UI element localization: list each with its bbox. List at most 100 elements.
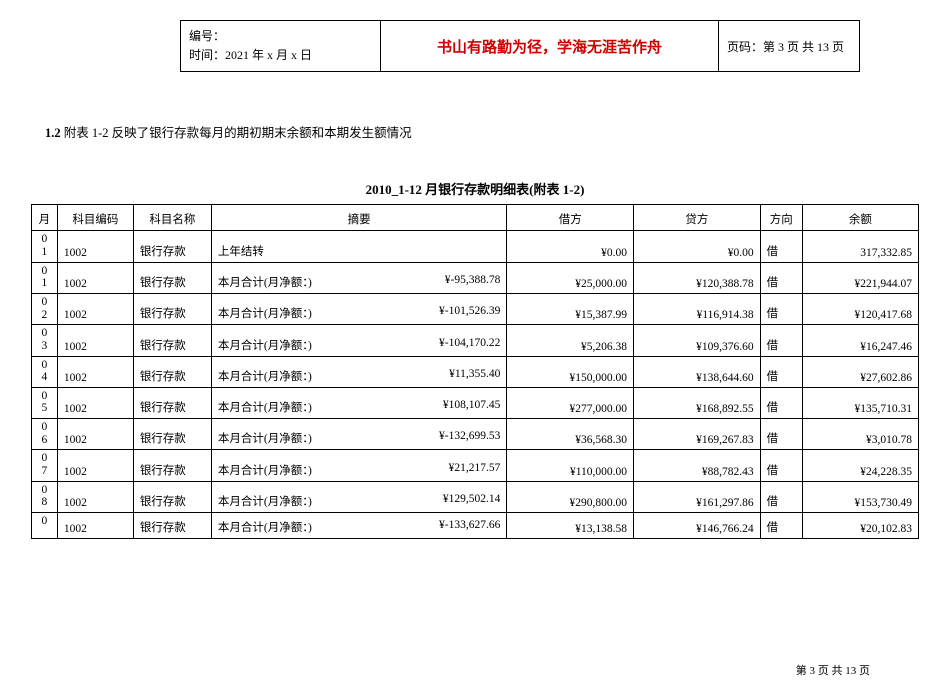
cell-code: 1002	[57, 387, 133, 418]
cell-code: 1002	[57, 512, 133, 538]
table-row: 021002银行存款本月合计(月净额：)¥-101,526.39¥15,387.…	[32, 293, 919, 324]
cell-direction: 借	[760, 387, 802, 418]
cell-summary: 本月合计(月净额：)¥-101,526.39	[211, 293, 506, 324]
section-text: 附表 1-2 反映了银行存款每月的期初期末余额和本期发生额情况	[64, 126, 412, 140]
col-header-code: 科目编码	[57, 205, 133, 231]
col-header-name: 科目名称	[133, 205, 211, 231]
section-prefix: 1.2	[45, 126, 61, 140]
cell-debit: ¥13,138.58	[507, 512, 634, 538]
cell-name: 银行存款	[133, 356, 211, 387]
cell-balance: ¥24,228.35	[802, 450, 918, 481]
cell-debit: ¥15,387.99	[507, 293, 634, 324]
cell-month: 01	[32, 231, 58, 262]
time-value: 2021 年 x 月 x 日	[225, 48, 312, 62]
cell-summary: 本月合计(月净额：)¥21,217.57	[211, 450, 506, 481]
cell-balance: ¥16,247.46	[802, 325, 918, 356]
cell-direction: 借	[760, 262, 802, 293]
col-header-credit: 贷方	[634, 205, 761, 231]
cell-debit: ¥290,800.00	[507, 481, 634, 512]
cell-direction: 借	[760, 512, 802, 538]
cell-credit: ¥109,376.60	[634, 325, 761, 356]
cell-direction: 借	[760, 325, 802, 356]
cell-code: 1002	[57, 419, 133, 450]
cell-balance: ¥135,710.31	[802, 387, 918, 418]
cell-balance: ¥120,417.68	[802, 293, 918, 324]
cell-credit: ¥120,388.78	[634, 262, 761, 293]
table-row: 051002银行存款本月合计(月净额：)¥108,107.45¥277,000.…	[32, 387, 919, 418]
cell-summary: 上年结转	[211, 231, 506, 262]
header-page-cell: 页码：第 3 页 共 13 页	[719, 21, 859, 71]
cell-code: 1002	[57, 231, 133, 262]
cell-direction: 借	[760, 356, 802, 387]
table-row: 041002银行存款本月合计(月净额：)¥11,355.40¥150,000.0…	[32, 356, 919, 387]
section-description: 1.2 附表 1-2 反映了银行存款每月的期初期末余额和本期发生额情况	[45, 122, 950, 141]
col-header-debit: 借方	[507, 205, 634, 231]
cell-direction: 借	[760, 450, 802, 481]
cell-credit: ¥168,892.55	[634, 387, 761, 418]
cell-credit: ¥0.00	[634, 231, 761, 262]
cell-credit: ¥138,644.60	[634, 356, 761, 387]
cell-month: 04	[32, 356, 58, 387]
time-label: 时间：	[189, 48, 225, 62]
cell-balance: ¥3,010.78	[802, 419, 918, 450]
table-header-row: 月 科目编码 科目名称 摘要 借方 贷方 方向 余额	[32, 205, 919, 231]
cell-name: 银行存款	[133, 481, 211, 512]
cell-code: 1002	[57, 262, 133, 293]
cell-code: 1002	[57, 450, 133, 481]
cell-credit: ¥161,297.86	[634, 481, 761, 512]
cell-summary: 本月合计(月净额：)¥-133,627.66	[211, 512, 506, 538]
table-row: 031002银行存款本月合计(月净额：)¥-104,170.22¥5,206.3…	[32, 325, 919, 356]
cell-month: 0	[32, 512, 58, 538]
cell-month: 05	[32, 387, 58, 418]
table-title: 2010_1-12 月银行存款明细表(附表 1-2)	[0, 179, 950, 198]
table-row: 081002银行存款本月合计(月净额：)¥129,502.14¥290,800.…	[32, 481, 919, 512]
col-header-month: 月	[32, 205, 58, 231]
cell-credit: ¥116,914.38	[634, 293, 761, 324]
cell-debit: ¥0.00	[507, 231, 634, 262]
col-header-balance: 余额	[802, 205, 918, 231]
cell-summary: 本月合计(月净额：)¥-132,699.53	[211, 419, 506, 450]
cell-direction: 借	[760, 231, 802, 262]
table-row: 01002银行存款本月合计(月净额：)¥-133,627.66¥13,138.5…	[32, 512, 919, 538]
cell-code: 1002	[57, 293, 133, 324]
table-row: 011002银行存款本月合计(月净额：)¥-95,388.78¥25,000.0…	[32, 262, 919, 293]
cell-summary: 本月合计(月净额：)¥129,502.14	[211, 481, 506, 512]
cell-balance: ¥221,944.07	[802, 262, 918, 293]
time-line: 时间：2021 年 x 月 x 日	[189, 46, 372, 65]
cell-credit: ¥88,782.43	[634, 450, 761, 481]
cell-credit: ¥169,267.83	[634, 419, 761, 450]
cell-debit: ¥110,000.00	[507, 450, 634, 481]
footer-page-number: 第 3 页 共 13 页	[796, 662, 870, 678]
header-center-motto: 书山有路勤为径，学海无涯苦作舟	[381, 21, 719, 71]
cell-code: 1002	[57, 481, 133, 512]
cell-balance: ¥20,102.83	[802, 512, 918, 538]
cell-month: 01	[32, 262, 58, 293]
serial-label: 编号：	[189, 27, 372, 46]
col-header-direction: 方向	[760, 205, 802, 231]
cell-name: 银行存款	[133, 293, 211, 324]
cell-summary: 本月合计(月净额：)¥11,355.40	[211, 356, 506, 387]
cell-debit: ¥36,568.30	[507, 419, 634, 450]
cell-balance: ¥153,730.49	[802, 481, 918, 512]
cell-name: 银行存款	[133, 512, 211, 538]
cell-month: 06	[32, 419, 58, 450]
cell-name: 银行存款	[133, 419, 211, 450]
cell-direction: 借	[760, 293, 802, 324]
cell-name: 银行存款	[133, 262, 211, 293]
cell-month: 08	[32, 481, 58, 512]
cell-summary: 本月合计(月净额：)¥-95,388.78	[211, 262, 506, 293]
cell-month: 03	[32, 325, 58, 356]
cell-debit: ¥150,000.00	[507, 356, 634, 387]
header-left-cell: 编号： 时间：2021 年 x 月 x 日	[181, 21, 381, 71]
cell-debit: ¥25,000.00	[507, 262, 634, 293]
cell-code: 1002	[57, 325, 133, 356]
col-header-summary: 摘要	[211, 205, 506, 231]
cell-direction: 借	[760, 419, 802, 450]
table-row: 011002银行存款上年结转¥0.00¥0.00借317,332.85	[32, 231, 919, 262]
table-row: 061002银行存款本月合计(月净额：)¥-132,699.53¥36,568.…	[32, 419, 919, 450]
cell-month: 07	[32, 450, 58, 481]
cell-name: 银行存款	[133, 387, 211, 418]
cell-summary: 本月合计(月净额：)¥108,107.45	[211, 387, 506, 418]
detail-table: 月 科目编码 科目名称 摘要 借方 贷方 方向 余额 011002银行存款上年结…	[31, 204, 919, 539]
cell-summary: 本月合计(月净额：)¥-104,170.22	[211, 325, 506, 356]
